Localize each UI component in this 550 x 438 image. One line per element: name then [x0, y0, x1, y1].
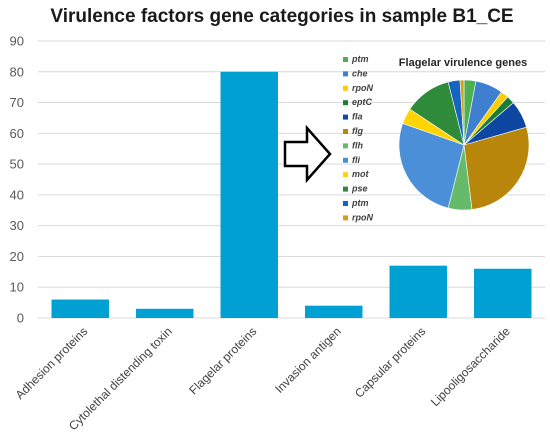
bar [305, 305, 363, 318]
pie-chart-title: Flagelar virulence genes [399, 57, 527, 69]
category-label: Capsular proteins [352, 324, 428, 400]
pie-slice [398, 123, 465, 209]
legend-label: flh [352, 140, 363, 150]
y-axis-ticks: 0 10 20 30 40 50 60 70 80 90 [10, 34, 24, 326]
legend-swatch [343, 57, 348, 62]
legend-swatch [343, 201, 348, 206]
category-label: Adhesion proteins [13, 324, 91, 402]
legend-swatch [343, 215, 348, 221]
category-label: Lipooligosaccharide [428, 324, 513, 409]
pie-slice [459, 79, 465, 146]
category-label: Flagelar proteins [186, 324, 259, 397]
y-tick-label: 30 [10, 218, 24, 233]
legend-label: eptC [352, 97, 373, 107]
legend-swatch [343, 157, 348, 163]
y-tick-label: 40 [10, 187, 24, 202]
y-tick-label: 50 [10, 157, 24, 172]
bars [51, 71, 532, 319]
bar [389, 265, 447, 318]
legend-label: che [352, 68, 368, 78]
y-tick-label: 90 [10, 34, 24, 49]
pie-chart [398, 79, 530, 211]
chart-title: Virulence factors gene categories in sam… [50, 6, 513, 27]
y-tick-label: 20 [10, 249, 24, 264]
y-tick-label: 10 [10, 280, 24, 295]
legend-swatch [343, 71, 348, 77]
legend-label: pse [351, 184, 368, 194]
bar [136, 308, 194, 318]
y-tick-label: 60 [10, 126, 24, 141]
bar [474, 268, 532, 318]
legend-label: rpoN [352, 83, 373, 93]
bar [51, 299, 109, 318]
category-label: Invasion antigen [272, 324, 344, 396]
legend-label: ptm [351, 198, 369, 208]
legend-label: rpoN [352, 212, 373, 222]
legend-label: mot [352, 169, 370, 179]
pie-legend: ptm che rpoN eptC fla flg flh fli mot pse ptm rpoN [343, 54, 373, 222]
legend-label: fla [352, 112, 363, 122]
legend-label: ptm [351, 54, 369, 64]
legend-swatch [343, 129, 348, 134]
legend-swatch [343, 143, 348, 149]
legend-swatch [343, 114, 348, 120]
legend-swatch [343, 100, 348, 106]
legend-swatch [343, 172, 348, 178]
y-tick-label: 0 [17, 311, 24, 326]
pie-slice [463, 126, 530, 210]
legend-label: fli [352, 155, 360, 165]
y-tick-label: 80 [10, 64, 24, 79]
legend-swatch [343, 85, 348, 91]
legend-swatch [343, 186, 348, 192]
y-tick-label: 70 [10, 95, 24, 110]
legend-label: flg [352, 126, 363, 136]
arrow-right-icon [283, 124, 332, 184]
bar [220, 71, 278, 319]
